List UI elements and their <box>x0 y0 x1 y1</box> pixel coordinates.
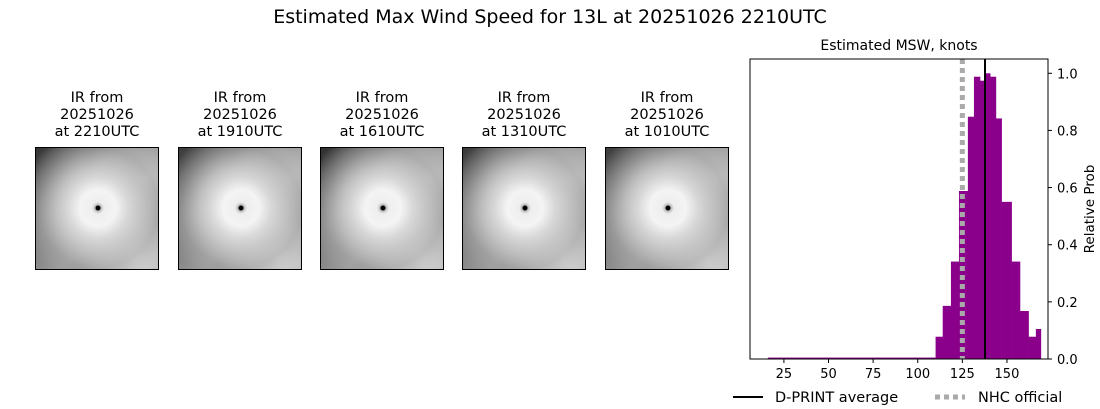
ir-title-line: IR from <box>497 90 551 106</box>
ir-title-line: at 1310UTC <box>481 124 567 140</box>
histogram-bar <box>1019 311 1029 359</box>
ir-panel-title: IR from 20251026 at 2210UTC <box>17 90 177 141</box>
x-tick-label: 50 <box>820 367 837 382</box>
histogram-bar <box>1035 329 1042 359</box>
ir-title-line: IR from <box>213 90 267 106</box>
ir-title-line: 20251026 <box>60 107 134 123</box>
ir-title-line: 20251026 <box>630 107 704 123</box>
y-tick-label: 0.8 <box>1057 124 1078 139</box>
ir-title-line: 20251026 <box>487 107 561 123</box>
ir-satellite-image <box>35 147 159 270</box>
x-tick-label: 125 <box>950 367 975 382</box>
histogram-bar <box>980 80 986 359</box>
histogram-bar <box>995 118 1002 359</box>
x-tick-label: 25 <box>776 367 793 382</box>
y-axis-label: Relative Prob <box>1082 165 1098 254</box>
histogram-bar <box>1028 336 1037 359</box>
x-tick-label: 75 <box>865 367 882 382</box>
plot-frame <box>749 58 1049 360</box>
ir-panel-title: IR from 20251026 at 1310UTC <box>444 90 604 141</box>
figure-title: Estimated Max Wind Speed for 13L at 2025… <box>273 6 827 28</box>
ir-title-line: at 1910UTC <box>197 124 283 140</box>
histogram-bar <box>990 76 997 359</box>
y-tick-label: 0.2 <box>1057 296 1078 311</box>
histogram-bar <box>942 305 952 359</box>
y-tick-label: 0.4 <box>1057 239 1078 254</box>
legend-nhc-label: NHC official <box>978 390 1062 406</box>
ir-title-line: IR from <box>70 90 124 106</box>
histogram-bar <box>1001 201 1012 359</box>
histogram-bar <box>950 261 960 359</box>
histogram-bar <box>967 116 975 359</box>
ir-title-line: 20251026 <box>345 107 419 123</box>
ir-satellite-image <box>462 147 586 270</box>
ir-title-line: 20251026 <box>203 107 277 123</box>
y-tick-label: 0.0 <box>1057 353 1078 368</box>
histogram-bar <box>973 76 981 359</box>
ir-satellite-image <box>178 147 302 270</box>
ir-panel-title: IR from 20251026 at 1610UTC <box>302 90 462 141</box>
ir-title-line: IR from <box>355 90 409 106</box>
legend-dprint-label: D-PRINT average <box>775 390 898 406</box>
histogram-bar <box>1011 261 1021 359</box>
ir-title-line: at 2210UTC <box>54 124 140 140</box>
ir-title-line: at 1010UTC <box>624 124 710 140</box>
ir-panel-title: IR from 20251026 at 1010UTC <box>587 90 747 141</box>
ir-panel-title: IR from 20251026 at 1910UTC <box>160 90 320 141</box>
ir-title-line: at 1610UTC <box>339 124 425 140</box>
histogram-bar <box>985 73 991 360</box>
ir-satellite-image <box>605 147 729 270</box>
histogram-bar <box>935 336 944 359</box>
x-tick-label: 100 <box>905 367 930 382</box>
y-tick-label: 0.6 <box>1057 182 1078 197</box>
x-tick-label: 150 <box>995 367 1020 382</box>
y-tick-label: 1.0 <box>1057 67 1078 82</box>
chart-title: Estimated MSW, knots <box>820 38 977 54</box>
ir-satellite-image <box>320 147 444 270</box>
histogram-bar <box>767 357 936 359</box>
ir-title-line: IR from <box>640 90 694 106</box>
